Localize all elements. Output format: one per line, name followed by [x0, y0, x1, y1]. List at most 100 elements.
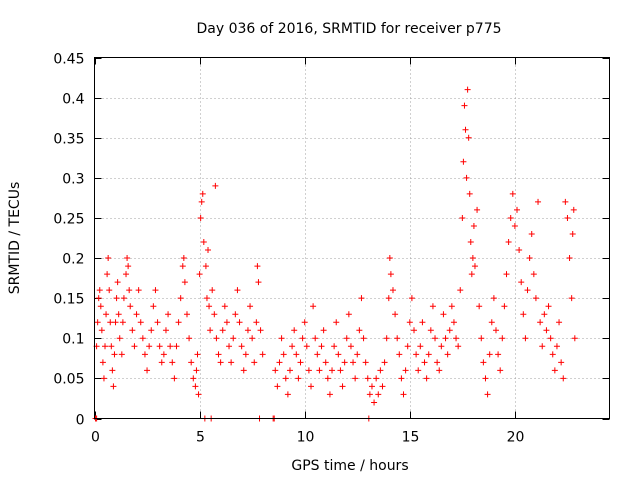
- data-point: [255, 279, 262, 286]
- data-point: [226, 343, 233, 350]
- data-point: [501, 303, 508, 310]
- data-point: [497, 367, 504, 374]
- data-point: [199, 190, 206, 197]
- data-point: [568, 295, 575, 302]
- data-point: [385, 295, 392, 302]
- y-tick-label: 0.2: [62, 252, 84, 268]
- data-point: [522, 335, 529, 342]
- data-point: [139, 335, 146, 342]
- plot-frame: [94, 57, 610, 419]
- data-point: [179, 263, 186, 270]
- data-point: [484, 391, 491, 398]
- data-points: [92, 86, 578, 422]
- data-point: [505, 239, 512, 246]
- data-point: [198, 198, 205, 205]
- data-point: [206, 303, 213, 310]
- data-point: [133, 311, 140, 318]
- data-point: [470, 222, 477, 229]
- data-point: [249, 335, 256, 342]
- y-tick-label: 0.15: [53, 292, 84, 308]
- data-point: [460, 158, 467, 165]
- data-point: [272, 367, 279, 374]
- data-point: [282, 375, 289, 382]
- data-point: [352, 375, 359, 382]
- data-point: [368, 383, 375, 390]
- data-point: [181, 279, 188, 286]
- data-point: [511, 222, 518, 229]
- data-point: [115, 311, 122, 318]
- data-point: [558, 359, 565, 366]
- data-point: [232, 311, 239, 318]
- data-point: [532, 295, 539, 302]
- data-point: [442, 335, 449, 342]
- data-point: [358, 295, 365, 302]
- data-point: [343, 335, 350, 342]
- data-point: [244, 327, 251, 334]
- data-point: [413, 351, 420, 358]
- data-point: [467, 239, 474, 246]
- data-point: [160, 351, 167, 358]
- data-point: [284, 391, 291, 398]
- data-point: [373, 375, 380, 382]
- data-point: [127, 303, 134, 310]
- data-point: [543, 327, 550, 334]
- data-point: [539, 343, 546, 350]
- x-axis-label: GPS time / hours: [291, 458, 408, 474]
- data-point: [509, 190, 516, 197]
- data-point: [329, 367, 336, 374]
- data-point: [320, 327, 327, 334]
- data-point: [423, 375, 430, 382]
- data-point: [119, 319, 126, 326]
- data-point: [541, 311, 548, 318]
- data-point: [169, 359, 176, 366]
- data-point: [230, 335, 237, 342]
- data-point: [471, 263, 478, 270]
- data-point: [461, 102, 468, 109]
- data-point: [326, 391, 333, 398]
- data-point: [103, 311, 110, 318]
- data-point: [432, 335, 439, 342]
- data-point: [436, 367, 443, 374]
- data-point: [495, 351, 502, 358]
- data-point: [213, 335, 220, 342]
- data-point: [126, 287, 133, 294]
- data-point: [545, 303, 552, 310]
- data-point: [350, 359, 357, 366]
- data-point: [295, 375, 302, 382]
- data-point: [347, 343, 354, 350]
- data-point: [196, 271, 203, 278]
- x-tick-label: 0: [91, 430, 100, 446]
- data-point: [99, 359, 106, 366]
- data-point: [192, 383, 199, 390]
- data-point: [354, 351, 361, 358]
- data-point: [125, 263, 132, 270]
- data-point: [528, 230, 535, 237]
- data-point: [392, 311, 399, 318]
- data-point: [562, 198, 569, 205]
- data-point: [463, 174, 470, 181]
- data-point: [457, 287, 464, 294]
- data-point: [425, 351, 432, 358]
- data-point: [254, 263, 261, 270]
- data-point: [286, 367, 293, 374]
- data-point: [293, 351, 300, 358]
- data-point: [440, 311, 447, 318]
- data-point: [203, 295, 210, 302]
- data-point: [381, 359, 388, 366]
- data-point: [503, 271, 510, 278]
- x-tick-label: 10: [297, 430, 315, 446]
- data-point: [291, 327, 298, 334]
- data-point: [120, 295, 127, 302]
- data-point: [547, 335, 554, 342]
- data-point: [150, 303, 157, 310]
- data-point: [234, 287, 241, 294]
- data-point: [303, 343, 310, 350]
- data-point: [455, 343, 462, 350]
- data-point: [183, 311, 190, 318]
- data-point: [98, 327, 105, 334]
- data-point: [366, 391, 373, 398]
- data-point: [316, 367, 323, 374]
- data-point: [434, 359, 441, 366]
- data-point: [190, 375, 197, 382]
- data-point: [247, 303, 254, 310]
